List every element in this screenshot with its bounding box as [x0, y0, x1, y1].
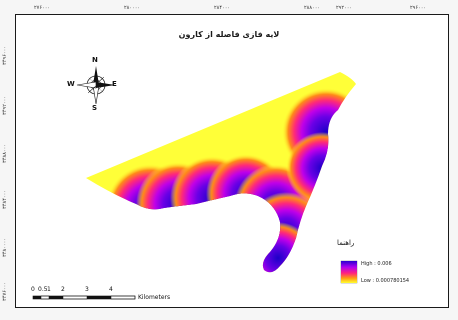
legend-title: راهنما — [337, 239, 355, 247]
scale-bar-label: 0.5 — [38, 286, 48, 293]
top-coordinate-tick: ۲۷۶۰۰۰ — [34, 5, 51, 11]
scale-bar-label: 4 — [109, 286, 113, 293]
map-title: لایه فازی فاصله از کارون — [178, 30, 280, 39]
top-coordinate-tick: ۲۹۶۰۰۰ — [410, 5, 427, 11]
legend-color-ramp — [341, 261, 357, 283]
top-coordinate-tick: ۲۸۴۰۰۰ — [214, 5, 231, 11]
scale-bar-label: 0 — [31, 286, 35, 293]
scale-bar — [32, 295, 136, 300]
compass-north-label: N — [92, 56, 98, 64]
north-arrow-compass — [76, 66, 115, 105]
compass-west-label: W — [67, 80, 75, 88]
compass-south-label: S — [92, 104, 98, 112]
scale-bar-label: 3 — [85, 286, 89, 293]
top-coordinate-tick: ۲۹۲۰۰۰ — [336, 5, 353, 11]
legend-high-label: High : 0.006 — [361, 261, 392, 267]
scale-bar-label: 2 — [61, 286, 65, 293]
compass-east-label: E — [112, 80, 117, 88]
scale-bar-unit: Kilometers — [138, 294, 171, 301]
top-coordinate-tick: ۲۸۰۰۰۰ — [124, 5, 141, 11]
legend-low-label: Low : 0.000780154 — [361, 278, 410, 284]
fuzzy-distance-layer — [86, 72, 356, 273]
top-coordinate-tick: ۲۸۸۰۰۰ — [304, 5, 321, 11]
scale-bar-label: 1 — [47, 286, 51, 293]
